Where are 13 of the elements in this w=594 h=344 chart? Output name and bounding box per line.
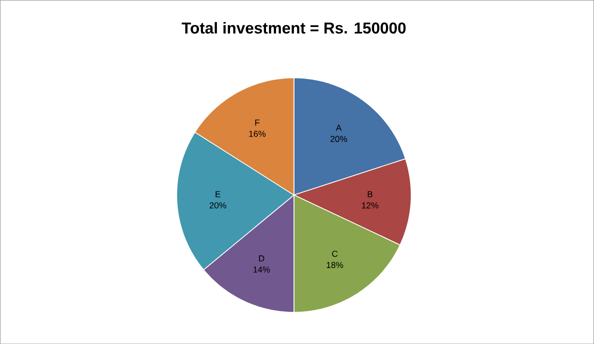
data-label: 16% bbox=[249, 130, 266, 137]
slice-label: F bbox=[255, 120, 260, 126]
slice-label: D bbox=[259, 255, 264, 262]
data-label: 12% bbox=[362, 202, 378, 208]
slice-label: B bbox=[368, 191, 372, 198]
data-label: 20% bbox=[330, 136, 348, 142]
data-label: 20% bbox=[210, 202, 226, 208]
data-label: 14% bbox=[254, 266, 270, 272]
slice-label: C bbox=[332, 250, 338, 257]
slice-label: A bbox=[336, 124, 342, 131]
chart-title: Total investment = Rs. 150000 bbox=[182, 22, 406, 34]
data-label: 18% bbox=[326, 262, 344, 268]
slice-label: E bbox=[216, 191, 220, 198]
